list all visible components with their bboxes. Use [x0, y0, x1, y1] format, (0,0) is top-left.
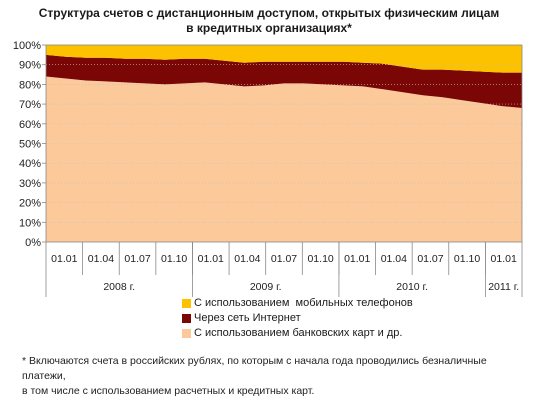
legend-swatch [182, 329, 191, 338]
y-tick-label: 10% [19, 217, 41, 229]
y-tick-label: 80% [19, 79, 41, 91]
stacked-area-chart: 0% 10% 20% 30% 40% 50% 60% 70% 80% 90% 100% 01.01 0… [13, 40, 523, 297]
year-label: 2011 г. [488, 281, 519, 293]
legend-swatch [182, 299, 191, 308]
legend: С использованием мобильных телефонов Чере… [182, 296, 413, 341]
x-tick-label: 01.01 [491, 253, 517, 265]
area-series-3 [46, 45, 522, 73]
legend-item: С использованием банковских карт и др. [182, 326, 413, 341]
y-tick-label: 20% [19, 198, 41, 210]
x-tick-label: 01.07 [124, 253, 150, 265]
legend-item: Через сеть Интернет [182, 311, 413, 326]
year-label: 2009 г. [250, 281, 282, 293]
x-tick-label: 01.01 [344, 253, 370, 265]
y-tick-label: 60% [19, 119, 41, 131]
footnote: * Включаются счета в российских рублях, … [22, 354, 532, 399]
legend-label: С использованием мобильных телефонов [194, 297, 413, 309]
x-tick-label: 01.10 [161, 253, 187, 265]
year-label: 2010 г. [396, 281, 428, 293]
y-tick-label: 30% [19, 178, 41, 190]
x-tick-label: 01.07 [271, 253, 297, 265]
x-tick-label: 01.10 [307, 253, 333, 265]
y-tick-label: 70% [19, 99, 41, 111]
x-tick-label: 01.04 [381, 253, 407, 265]
x-tick-label: 01.04 [88, 253, 114, 265]
y-tick-label: 100% [13, 40, 41, 52]
chart-title: Структура счетов с дистанционным доступо… [0, 6, 538, 36]
chart-title-line-2: в кредитных организациях* [186, 21, 352, 35]
chart-title-line-1: Структура счетов с дистанционным доступо… [38, 6, 500, 20]
x-tick-label: 01.07 [417, 253, 443, 265]
x-tick-label: 01.04 [234, 253, 260, 265]
x-tick-label: 01.01 [51, 253, 77, 265]
y-tick-label: 40% [19, 158, 41, 170]
area-series-2 [46, 54, 522, 108]
x-tick-label: 01.10 [454, 253, 480, 265]
x-tick-label: 01.01 [198, 253, 224, 265]
y-tick-label: 0% [25, 237, 41, 249]
legend-swatch [182, 314, 191, 323]
y-tick-label: 50% [19, 139, 41, 151]
footnote-line-1: * Включаются счета в российских рублях, … [22, 355, 487, 382]
legend-label: Через сеть Интернет [194, 312, 301, 324]
legend-label: С использованием банковских карт и др. [194, 327, 403, 339]
area-series-1 [46, 76, 522, 242]
footnote-line-2: в том числе с использованием расчетных и… [22, 385, 315, 397]
y-tick-label: 90% [19, 60, 41, 72]
legend-item: С использованием мобильных телефонов [182, 296, 413, 311]
year-label: 2008 г. [103, 281, 135, 293]
